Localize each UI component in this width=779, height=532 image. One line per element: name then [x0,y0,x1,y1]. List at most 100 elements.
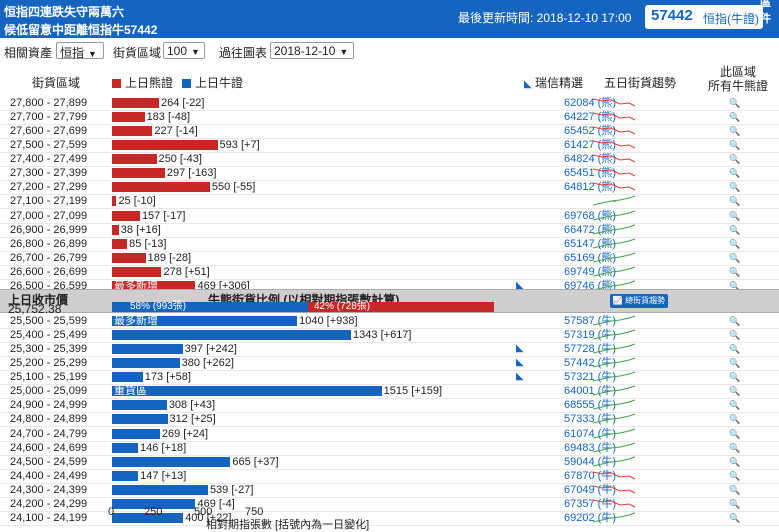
bear-bar[interactable] [112,280,196,291]
trend-sparkline[interactable] [592,370,636,384]
warrant-link[interactable]: 61074 (牛) [564,427,616,440]
trend-sparkline[interactable] [592,384,636,398]
search-icon[interactable]: 🔍 [729,154,741,165]
trend-sparkline[interactable] [592,110,636,124]
bull-bar[interactable] [112,386,382,397]
warrant-link[interactable]: 65451 (熊) [564,167,616,180]
bear-bar[interactable] [112,266,162,277]
warrant-link[interactable]: 59044 (牛) [564,455,616,468]
trend-sparkline[interactable] [592,356,636,370]
trend-sparkline[interactable] [592,138,636,152]
bull-bar[interactable] [112,414,168,425]
search-icon[interactable]: 🔍 [729,512,741,523]
bull-bar[interactable] [112,372,143,383]
total-trend-button[interactable]: 📈 總街貨趨勢 [610,294,668,308]
search-icon[interactable]: 🔍 [729,414,741,425]
asset-select[interactable]: 恒指 ▼ [56,42,104,60]
warrant-link[interactable]: 62084 (熊) [564,97,616,109]
warrant-link[interactable]: 68555 (牛) [564,399,616,412]
warrant-link[interactable]: 67357 (牛) [564,497,616,510]
trend-sparkline[interactable] [592,223,636,237]
search-icon[interactable]: 🔍 [729,330,741,341]
warrant-link[interactable]: 57587 (牛) [564,315,616,327]
bear-bar[interactable] [112,196,117,207]
trend-sparkline[interactable] [592,497,636,511]
trend-sparkline[interactable] [592,251,636,265]
warrant-link[interactable]: 67049 (牛) [564,483,616,496]
warrant-link[interactable]: 65169 (熊) [564,251,616,264]
bear-bar[interactable] [112,140,218,151]
warrant-link[interactable]: 69746 (熊) [564,279,616,292]
bull-bar[interactable] [112,400,167,411]
bull-bar[interactable] [112,428,160,439]
bear-bar[interactable] [112,210,140,221]
bear-bar[interactable] [112,224,119,235]
warrant-link[interactable]: 57321 (牛) [564,371,616,384]
trend-sparkline[interactable] [592,166,636,180]
bull-bar[interactable] [112,512,184,523]
bull-bar[interactable] [112,330,352,341]
bear-bar[interactable] [112,112,145,123]
warrant-link[interactable]: 57333 (牛) [564,413,616,426]
search-icon[interactable]: 🔍 [729,372,741,383]
bear-bar[interactable] [112,154,157,165]
warrant-link[interactable]: 69749 (熊) [564,265,616,278]
search-icon[interactable]: 🔍 [729,386,741,397]
trend-sparkline[interactable] [592,209,636,223]
search-icon[interactable]: 🔍 [729,358,741,369]
bull-bar[interactable] [112,484,208,495]
warrant-link[interactable]: 69483 (牛) [564,441,616,454]
trend-sparkline[interactable] [592,455,636,469]
warrant-link[interactable]: 57728 (牛) [564,343,616,356]
trend-sparkline[interactable] [592,398,636,412]
bear-bar[interactable] [112,168,165,179]
search-icon[interactable]: 🔍 [729,126,741,137]
bull-bar[interactable] [112,498,196,509]
search-icon[interactable]: 🔍 [729,238,741,249]
trend-sparkline[interactable] [592,342,636,356]
warrant-link[interactable]: 67870 (牛) [564,469,616,482]
trend-sparkline[interactable] [592,483,636,497]
trend-sparkline[interactable] [592,469,636,483]
trend-sparkline[interactable] [592,152,636,166]
zone-select[interactable]: 100 ▼ [163,42,205,59]
search-icon[interactable]: 🔍 [729,470,741,481]
search-icon[interactable]: 🔍 [729,140,741,151]
warrant-link[interactable]: 57442 (牛) [564,357,616,370]
featured-warrant-code[interactable]: 57442 [651,7,693,24]
warrant-link[interactable]: 64227 (熊) [564,111,616,124]
trend-sparkline[interactable] [592,314,636,328]
warrant-link[interactable]: 66472 (熊) [564,223,616,236]
warrant-link[interactable]: 64812 (熊) [564,181,616,194]
search-icon[interactable]: 🔍 [729,98,741,108]
trend-sparkline[interactable] [592,96,636,110]
trend-sparkline[interactable] [592,427,636,441]
bull-bar[interactable] [112,470,139,481]
trend-sparkline[interactable] [592,265,636,279]
warrant-link[interactable]: 64001 (牛) [564,385,616,398]
search-icon[interactable]: 🔍 [729,196,741,207]
search-icon[interactable]: 🔍 [729,400,741,411]
bear-bar[interactable] [112,238,128,249]
warrant-link[interactable]: 69768 (熊) [564,209,616,222]
search-icon[interactable]: 🔍 [729,344,741,355]
featured-warrant-badge[interactable]: 57442 恒指(牛證) [645,5,763,29]
featured-warrant-name[interactable]: 恒指(牛證) [703,12,759,26]
search-icon[interactable]: 🔍 [729,182,741,193]
warrant-link[interactable]: 57319 (牛) [564,329,616,342]
chart-date-select[interactable]: 2018-12-10 ▼ [270,42,354,59]
bull-bar[interactable] [112,316,298,326]
warrant-link[interactable]: 65452 (熊) [564,125,616,138]
search-icon[interactable]: 🔍 [729,280,741,291]
search-icon[interactable]: 🔍 [729,224,741,235]
trend-sparkline[interactable] [592,124,636,138]
trend-sparkline[interactable] [592,441,636,455]
bear-bar[interactable] [112,182,210,193]
search-icon[interactable]: 🔍 [729,442,741,453]
bear-bar[interactable] [112,98,159,108]
search-icon[interactable]: 🔍 [729,112,741,123]
bull-bar[interactable] [112,456,231,467]
search-icon[interactable]: 🔍 [729,266,741,277]
search-icon[interactable]: 🔍 [729,498,741,509]
bear-bar[interactable] [112,126,153,137]
